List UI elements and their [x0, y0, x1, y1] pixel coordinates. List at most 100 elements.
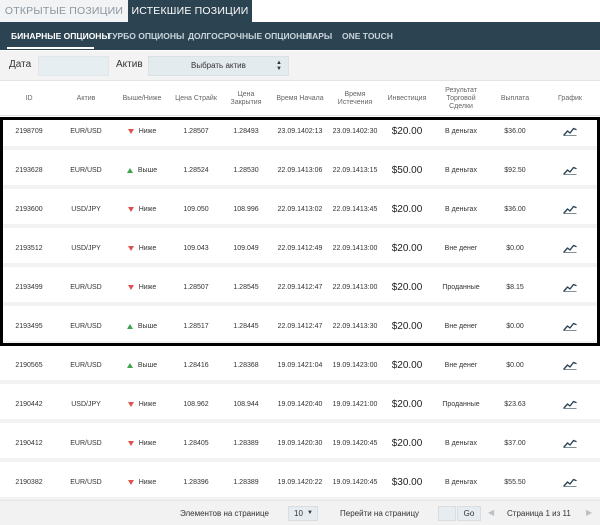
cell-strike: 109.050 [170, 194, 222, 224]
cell-graph[interactable] [545, 194, 595, 224]
cell-asset: EUR/USD [58, 428, 114, 458]
nav-one-touch[interactable]: ONE TOUCH [342, 31, 393, 41]
start-date: 19.09.14 [277, 439, 305, 447]
table-row: 2193628 EUR/USD Выше 1.28524 1.28530 22.09.14… [0, 155, 600, 189]
position-tabs: ОТКРЫТЫЕ ПОЗИЦИИ ИСТЕКШИЕ ПОЗИЦИИ [0, 0, 600, 22]
cell-graph[interactable] [545, 233, 595, 263]
trend-chart-icon[interactable] [563, 360, 577, 370]
cell-graph[interactable] [545, 389, 595, 419]
trend-chart-icon[interactable] [563, 243, 577, 253]
expiry-date: 22.09.14 [332, 166, 360, 174]
per-page-select[interactable]: 10 ▼ [288, 506, 318, 521]
nav-binary-options[interactable]: БИНАРНЫЕ ОПЦИОНЫ [11, 31, 110, 41]
cell-close: 1.28530 [226, 155, 266, 185]
table-row: 2190442 USD/JPY Ниже 108.962 108.944 19.09.14… [0, 389, 600, 423]
cell-dir-text: Выше [137, 361, 158, 369]
cell-payout-text: $0.00 [506, 361, 524, 369]
cell-graph[interactable] [545, 467, 595, 497]
prev-page-icon[interactable]: ◀ [488, 508, 495, 517]
cell-graph[interactable] [545, 350, 595, 380]
cell-graph[interactable] [545, 155, 595, 185]
cell-payout: $0.00 [490, 350, 540, 380]
col-result: Результат Торговой Сделки [445, 87, 477, 110]
go-button[interactable]: Go [457, 506, 481, 521]
trend-chart-icon[interactable] [563, 165, 577, 175]
cell-strike: 1.28517 [170, 311, 222, 341]
col-start-time: Время Начала [276, 95, 324, 102]
cell-graph[interactable] [545, 428, 595, 458]
nav-long-term-options[interactable]: ДОЛГОСРОЧНЫЕ ОПЦИОНЫ [188, 31, 311, 41]
triangle-down-icon [127, 284, 134, 290]
cell-strike: 1.28507 [170, 272, 222, 302]
cell-investment: $20.00 [382, 311, 432, 341]
trend-chart-icon[interactable] [563, 126, 577, 136]
trend-chart-icon[interactable] [563, 399, 577, 409]
start-time: 20:40 [304, 400, 323, 408]
cell-investment: $20.00 [382, 272, 432, 302]
cell-expiry-time: 19.09.14 20:45 [330, 428, 380, 458]
cell-result-text: Вне денег [444, 322, 478, 330]
cell-payout-text: $36.00 [504, 127, 526, 135]
start-time: 02:13 [304, 127, 323, 135]
cell-close-text: 108.996 [233, 205, 259, 213]
cell-strike: 1.28405 [170, 428, 222, 458]
cell-close-text: 109.049 [233, 244, 259, 252]
cell-start-time: 22.09.14 12:47 [271, 311, 329, 341]
start-date: 19.09.14 [277, 361, 305, 369]
per-page-value: 10 [294, 509, 303, 518]
col-strike: Цена Страйк [175, 95, 217, 102]
trend-chart-icon[interactable] [563, 321, 577, 331]
cell-start-time: 19.09.14 20:22 [271, 467, 329, 497]
cell-invest-text: $20.00 [391, 398, 423, 410]
trend-chart-icon[interactable] [563, 204, 577, 214]
next-page-icon[interactable]: ▶ [586, 508, 593, 517]
cell-graph[interactable] [545, 311, 595, 341]
triangle-up-icon [126, 323, 133, 329]
row-separator [0, 302, 600, 306]
nav-pairs[interactable]: ПАРЫ [306, 31, 333, 41]
cell-id: 2193499 [0, 272, 58, 302]
cell-result-text: В деньгах [445, 478, 477, 486]
cell-id-text: 2190442 [15, 400, 43, 408]
row-separator [0, 380, 600, 384]
col-id: ID [25, 95, 33, 102]
cell-direction: Ниже [114, 389, 170, 419]
start-time: 12:47 [304, 322, 323, 330]
date-input[interactable] [38, 56, 109, 76]
cell-result-text: В деньгах [445, 166, 477, 174]
cell-graph[interactable] [545, 272, 595, 302]
tab-open-positions[interactable]: ОТКРЫТЫЕ ПОЗИЦИИ [0, 0, 128, 22]
trend-chart-icon[interactable] [563, 477, 577, 487]
triangle-up-icon [126, 362, 133, 368]
cell-investment: $20.00 [382, 233, 432, 263]
goto-page-input[interactable] [438, 506, 456, 521]
trend-chart-icon[interactable] [563, 438, 577, 448]
cell-investment: $20.00 [382, 389, 432, 419]
cell-asset: USD/JPY [58, 233, 114, 263]
pagination-bar: Элементов на странице 10 ▼ Перейти на ст… [0, 500, 600, 525]
table-row: 2190565 EUR/USD Выше 1.28416 1.28368 19.09.14… [0, 350, 600, 384]
nav-turbo-options[interactable]: ТУРБО ОПЦИОНЫ [107, 31, 185, 41]
cell-asset: EUR/USD [58, 272, 114, 302]
table-row: 2190412 EUR/USD Ниже 1.28405 1.28389 19.09.14… [0, 428, 600, 462]
cell-close: 109.049 [226, 233, 266, 263]
triangle-down-icon [127, 479, 134, 485]
cell-asset-text: USD/JPY [71, 400, 101, 408]
col-payout: Выплата [500, 95, 530, 102]
cell-id-text: 2193628 [15, 166, 43, 174]
cell-result: В деньгах [436, 428, 486, 458]
expiry-time: 23:00 [359, 361, 378, 369]
tab-expired-positions[interactable]: ИСТЕКШИЕ ПОЗИЦИИ [128, 0, 252, 22]
cell-dir-text: Ниже [138, 244, 157, 252]
cell-graph[interactable] [545, 116, 595, 146]
expiry-date: 19.09.14 [332, 478, 360, 486]
cell-asset-text: EUR/USD [70, 322, 102, 330]
trend-chart-icon[interactable] [563, 282, 577, 292]
expiry-date: 19.09.14 [332, 361, 360, 369]
asset-select[interactable]: Выбрать актив ▲ ▼ [148, 56, 289, 76]
cell-close-text: 1.28389 [233, 439, 259, 447]
cell-investment: $20.00 [382, 116, 432, 146]
expiry-date: 22.09.14 [332, 283, 360, 291]
start-time: 13:02 [304, 205, 323, 213]
cell-result: В деньгах [436, 116, 486, 146]
